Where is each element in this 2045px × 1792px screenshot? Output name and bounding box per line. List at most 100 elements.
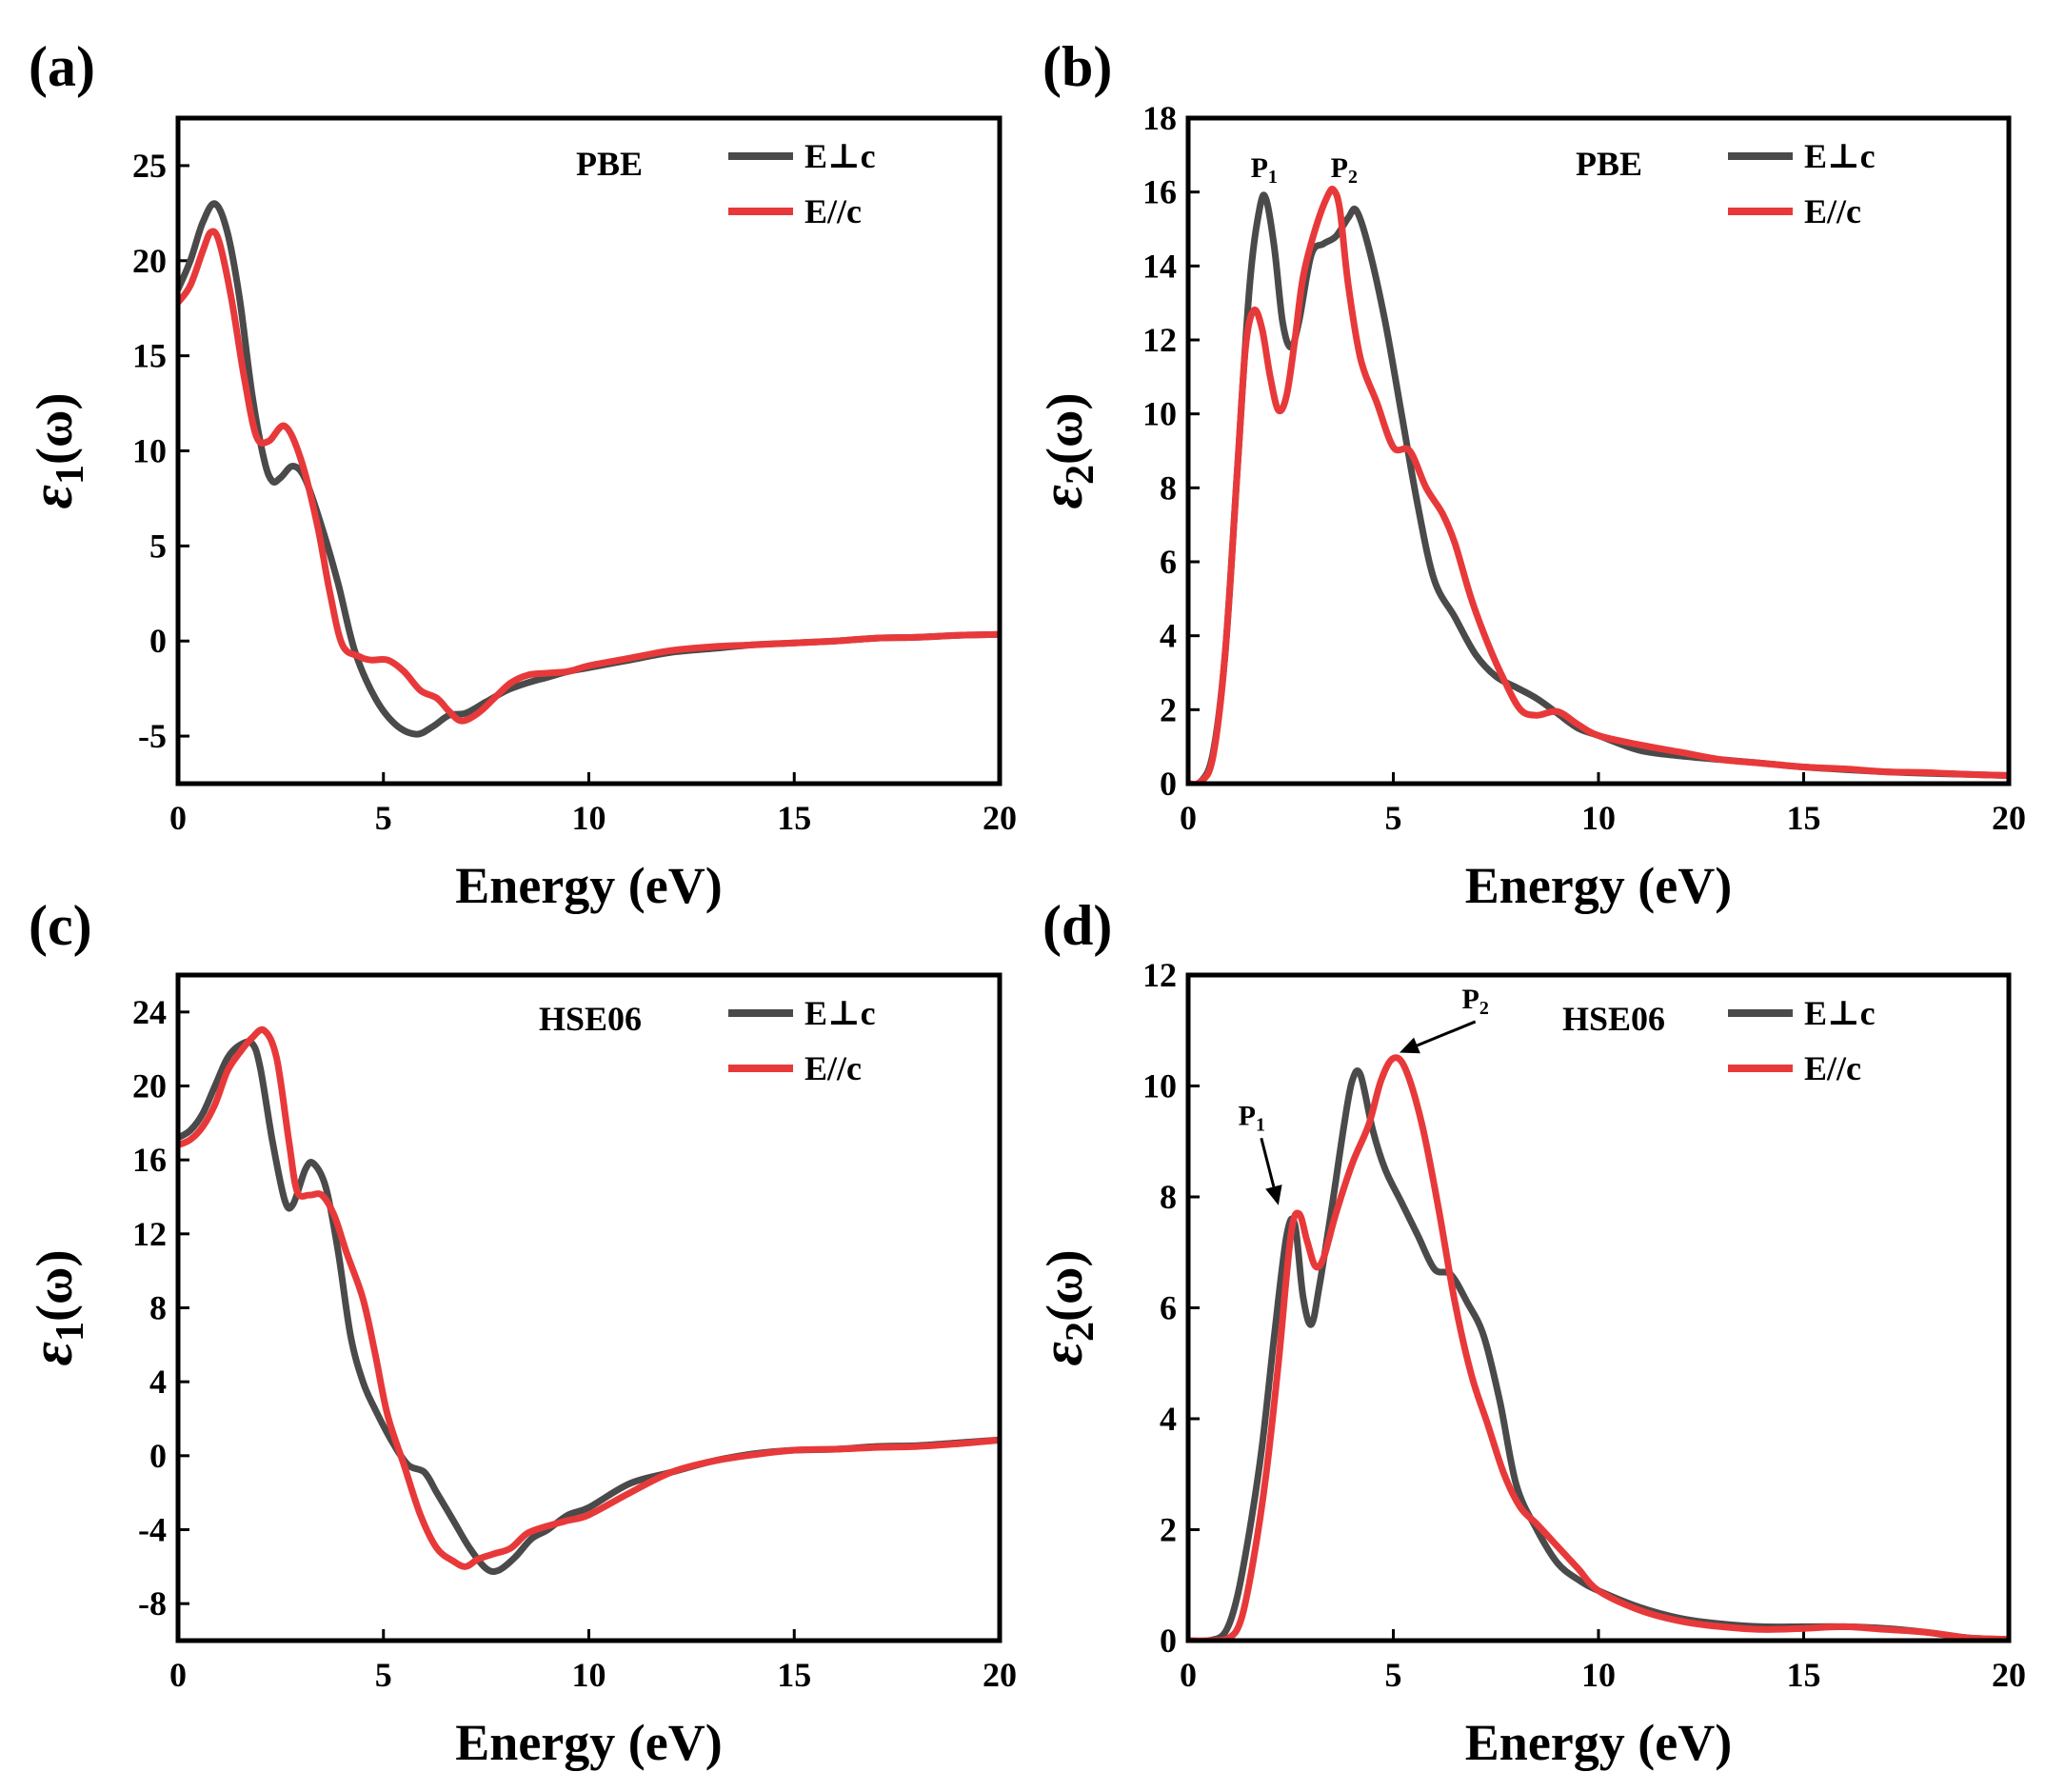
x-tick-label: 5 [375, 1656, 392, 1694]
y-tick-label: 10 [1142, 1067, 1177, 1105]
series-line-par [1188, 186, 2009, 784]
y-tick-label: 6 [1160, 1289, 1177, 1327]
y-tick-label: 6 [1160, 543, 1177, 581]
x-tick-label: 20 [983, 1656, 1017, 1694]
legend-label: E⊥c [1804, 994, 1876, 1032]
peak-label: P2 [1462, 984, 1489, 1019]
x-tick-label: 0 [1180, 1656, 1197, 1694]
y-axis-title: ε2(ω) [1030, 1250, 1102, 1366]
y-tick-label: -5 [138, 717, 167, 755]
panel-label: (b) [1042, 35, 1112, 98]
series-line-perp [178, 1038, 1000, 1576]
y-tick-label: 2 [1160, 690, 1177, 728]
series-line-par [178, 1025, 1000, 1570]
x-tick-label: 5 [1385, 1656, 1402, 1694]
y-tick-label: 10 [132, 432, 167, 470]
y-tick-label: -8 [138, 1584, 167, 1623]
y-tick-label: 20 [132, 242, 167, 280]
method-label: HSE06 [539, 1000, 642, 1038]
y-tick-label: 5 [149, 527, 167, 565]
x-tick-label: 5 [375, 799, 392, 837]
y-tick-label: 2 [1160, 1511, 1177, 1549]
axes-frame [1185, 115, 2012, 786]
x-tick-label: 15 [777, 799, 811, 837]
x-tick-label: 20 [1992, 799, 2026, 837]
y-axis-title: ε1(ω) [20, 393, 92, 509]
panel-b: (b) 0 5 10 15 20 0 2 4 6 8 10 12 14 16 18 PBE E⊥c E//c P1 P2… [1030, 35, 2026, 914]
legend-label: E//c [1804, 192, 1861, 230]
legend-label: E//c [804, 192, 862, 230]
y-tick-label: 10 [1142, 395, 1177, 433]
x-axis-title: Energy (eV) [1465, 857, 1732, 914]
x-tick-label: 15 [1787, 799, 1821, 837]
y-tick-label: 4 [1160, 617, 1177, 655]
y-tick-label: 16 [132, 1141, 167, 1179]
y-axis-title: ε1(ω) [20, 1250, 92, 1366]
legend-label: E⊥c [804, 994, 876, 1032]
x-tick-label: 20 [1992, 1656, 2026, 1694]
series-line-par [178, 228, 1000, 725]
peak-label: P1 [1251, 152, 1278, 188]
y-tick-label: 16 [1142, 173, 1177, 211]
panel-a: (a) 0 5 10 15 20 -5 0 5 10 15 20 25 PBE E⊥c E//c Energy … [20, 35, 1017, 914]
y-tick-label: 0 [149, 622, 167, 660]
panel-c: (c) 0 5 10 15 20 -8 -4 0 4 8 12 16 20 24 HSE06 E⊥c E//c En… [20, 894, 1017, 1771]
x-tick-label: 0 [169, 1656, 187, 1694]
y-tick-label: 12 [132, 1215, 167, 1253]
x-tick-label: 15 [777, 1656, 811, 1694]
y-tick-label: 14 [1142, 247, 1177, 285]
y-tick-label: 4 [149, 1363, 167, 1401]
method-label: HSE06 [1562, 1000, 1665, 1038]
axes-frame [175, 115, 1003, 786]
x-tick-label: 10 [1581, 799, 1616, 837]
y-axis-title: ε2(ω) [1030, 393, 1102, 509]
y-tick-label: 8 [1160, 1178, 1177, 1216]
axes-frame [175, 972, 1003, 1643]
series-line-perp [1188, 191, 2009, 784]
x-tick-label: 0 [1180, 799, 1197, 837]
legend-label: E//c [1804, 1049, 1861, 1087]
panel-label: (a) [29, 35, 95, 98]
series-line-par [1188, 1054, 2009, 1641]
y-tick-label: 0 [1160, 1622, 1177, 1660]
panel-label: (d) [1042, 894, 1112, 957]
peak-arrow [1260, 1137, 1276, 1187]
y-tick-label: 4 [1160, 1400, 1177, 1438]
y-tick-label: 12 [1142, 321, 1177, 359]
peak-label: P1 [1239, 1100, 1265, 1135]
peak-label: P2 [1331, 152, 1358, 188]
panel-label: (c) [29, 894, 92, 957]
x-tick-label: 10 [1581, 1656, 1616, 1694]
method-label: PBE [1576, 145, 1642, 183]
method-label: PBE [576, 145, 643, 183]
x-axis-title: Energy (eV) [1465, 1714, 1732, 1771]
x-axis-title: Energy (eV) [455, 857, 722, 914]
peak-arrow [1416, 1020, 1477, 1047]
y-tick-label: 25 [132, 147, 167, 185]
y-tick-label: 20 [132, 1067, 167, 1105]
y-tick-label: 12 [1142, 956, 1177, 994]
series-line-perp [1188, 1067, 2009, 1641]
x-tick-label: 10 [572, 799, 606, 837]
y-tick-label: 8 [149, 1289, 167, 1327]
legend-label: E⊥c [804, 137, 876, 175]
y-tick-label: 24 [132, 993, 167, 1031]
x-tick-label: 15 [1787, 1656, 1821, 1694]
x-tick-label: 5 [1385, 799, 1402, 837]
axes-frame [1185, 972, 2012, 1643]
legend-label: E⊥c [1804, 137, 1876, 175]
peak-arrowhead [1265, 1185, 1282, 1205]
y-tick-label: 18 [1142, 99, 1177, 137]
y-tick-label: 0 [149, 1437, 167, 1475]
x-tick-label: 0 [169, 799, 187, 837]
y-tick-label: 15 [132, 337, 167, 375]
y-tick-label: 8 [1160, 468, 1177, 507]
y-tick-label: 0 [1160, 765, 1177, 803]
panel-d: (d) 0 5 10 15 20 0 2 4 6 8 10 12 HSE06 E⊥c E//c P1 P2 Ener… [1030, 894, 2026, 1771]
y-tick-label: -4 [138, 1511, 167, 1549]
legend-label: E//c [804, 1049, 862, 1087]
peak-arrowhead [1399, 1037, 1420, 1054]
x-tick-label: 10 [572, 1656, 606, 1694]
x-axis-title: Energy (eV) [455, 1714, 722, 1771]
